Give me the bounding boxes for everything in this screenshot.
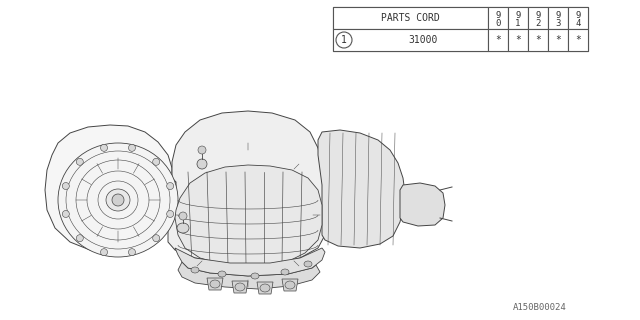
Ellipse shape bbox=[198, 146, 206, 154]
Text: *: * bbox=[555, 35, 561, 45]
Text: 4: 4 bbox=[575, 20, 580, 28]
Polygon shape bbox=[207, 278, 223, 290]
Ellipse shape bbox=[58, 143, 178, 257]
Circle shape bbox=[336, 32, 352, 48]
Text: *: * bbox=[535, 35, 541, 45]
Bar bbox=[333, 7, 588, 51]
Bar bbox=[508, 7, 528, 29]
Polygon shape bbox=[400, 183, 445, 226]
Bar bbox=[528, 7, 548, 29]
Bar bbox=[548, 7, 568, 29]
Ellipse shape bbox=[210, 280, 220, 288]
Text: 9: 9 bbox=[495, 12, 500, 20]
Text: 0: 0 bbox=[495, 20, 500, 28]
Text: PARTS CORD: PARTS CORD bbox=[381, 13, 440, 23]
Text: *: * bbox=[515, 35, 521, 45]
Polygon shape bbox=[257, 282, 273, 294]
Text: 9: 9 bbox=[535, 12, 541, 20]
Text: 2: 2 bbox=[535, 20, 541, 28]
Ellipse shape bbox=[304, 261, 312, 267]
Polygon shape bbox=[282, 279, 298, 291]
Ellipse shape bbox=[285, 281, 295, 289]
Ellipse shape bbox=[177, 223, 189, 233]
Ellipse shape bbox=[191, 267, 199, 273]
Bar bbox=[488, 29, 508, 51]
Text: *: * bbox=[575, 35, 581, 45]
Bar bbox=[528, 29, 548, 51]
Ellipse shape bbox=[129, 144, 136, 151]
Polygon shape bbox=[178, 262, 320, 289]
Ellipse shape bbox=[153, 235, 160, 242]
Ellipse shape bbox=[166, 182, 173, 189]
Ellipse shape bbox=[62, 182, 69, 189]
Bar bbox=[548, 29, 568, 51]
Ellipse shape bbox=[281, 269, 289, 275]
Ellipse shape bbox=[197, 159, 207, 169]
Polygon shape bbox=[175, 248, 325, 276]
Ellipse shape bbox=[129, 249, 136, 256]
Ellipse shape bbox=[153, 158, 160, 165]
Ellipse shape bbox=[76, 235, 83, 242]
Ellipse shape bbox=[62, 211, 69, 218]
Ellipse shape bbox=[260, 284, 270, 292]
Text: A150B00024: A150B00024 bbox=[513, 303, 567, 312]
Ellipse shape bbox=[179, 212, 187, 220]
Polygon shape bbox=[318, 130, 405, 248]
Polygon shape bbox=[175, 165, 322, 267]
Bar bbox=[333, 7, 488, 29]
Text: 3: 3 bbox=[556, 20, 561, 28]
Ellipse shape bbox=[100, 249, 108, 256]
Polygon shape bbox=[232, 281, 248, 293]
Text: 1: 1 bbox=[515, 20, 521, 28]
Polygon shape bbox=[168, 111, 328, 263]
Ellipse shape bbox=[106, 189, 130, 211]
Bar bbox=[508, 29, 528, 51]
Ellipse shape bbox=[235, 283, 245, 291]
Ellipse shape bbox=[76, 158, 83, 165]
Bar bbox=[568, 7, 588, 29]
Bar bbox=[488, 7, 508, 29]
Text: *: * bbox=[495, 35, 501, 45]
Text: 1: 1 bbox=[341, 35, 347, 45]
Polygon shape bbox=[45, 125, 176, 252]
Ellipse shape bbox=[166, 211, 173, 218]
Ellipse shape bbox=[112, 194, 124, 206]
Text: 9: 9 bbox=[575, 12, 580, 20]
Ellipse shape bbox=[218, 271, 226, 277]
Ellipse shape bbox=[251, 273, 259, 279]
Text: 9: 9 bbox=[556, 12, 561, 20]
Text: 9: 9 bbox=[515, 12, 521, 20]
Bar bbox=[568, 29, 588, 51]
Text: 31000: 31000 bbox=[408, 35, 438, 45]
Bar bbox=[333, 29, 488, 51]
Ellipse shape bbox=[100, 144, 108, 151]
